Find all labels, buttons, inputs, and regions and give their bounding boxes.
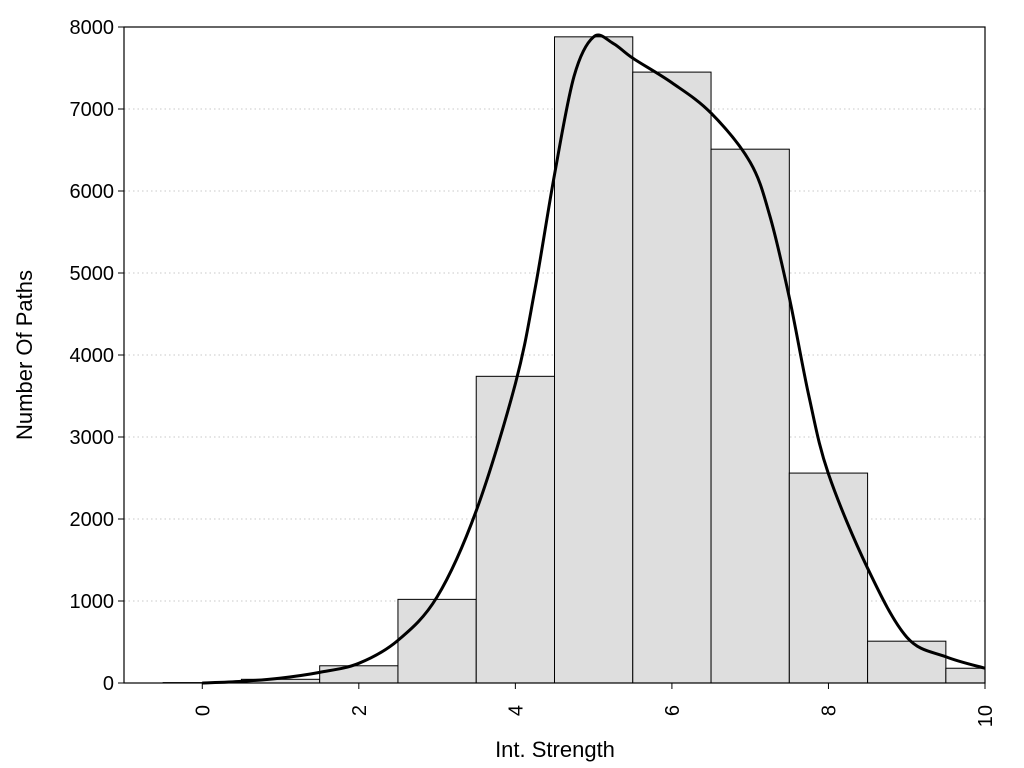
y-tick-label: 7000 <box>70 99 115 121</box>
density-curve-group <box>202 33 986 685</box>
histogram-bar-8 <box>788 472 869 684</box>
histogram-bar-3 <box>397 598 477 684</box>
x-axis-label: Int. Strength <box>495 737 615 762</box>
y-tick-label: 3000 <box>70 427 115 449</box>
histogram-bar-4 <box>475 375 555 684</box>
x-tick-label: 6 <box>662 705 684 716</box>
x-tick-label: 0 <box>192 705 214 716</box>
y-tick-label: 1000 <box>70 591 115 613</box>
y-tick-label: 2000 <box>70 509 115 531</box>
histogram-bar-7 <box>710 148 790 684</box>
axis-ticks: 0 1000 2000 3000 4000 5000 6000 7000 8000 0 2 4 6 8 10 <box>70 17 998 727</box>
y-tick-label: 4000 <box>70 345 115 367</box>
histogram-bar-9 <box>867 640 947 684</box>
histogram-bar-5 <box>554 36 634 684</box>
histogram-bar-10 <box>945 667 986 684</box>
density-curve <box>202 33 986 685</box>
histogram-bar-2 <box>319 665 399 684</box>
x-tick-label: 8 <box>818 705 840 716</box>
x-tick-label: 10 <box>975 705 997 727</box>
y-tick-label: 5000 <box>70 263 115 285</box>
x-tick-label: 2 <box>349 705 371 716</box>
y-tick-label: 0 <box>103 673 114 695</box>
y-axis-label: Number Of Paths <box>12 270 37 440</box>
y-tick-label: 8000 <box>70 17 115 39</box>
x-tick-label: 4 <box>505 705 527 716</box>
histogram-bars <box>162 36 986 684</box>
histogram-bar-6 <box>632 71 712 684</box>
y-tick-label: 6000 <box>70 181 115 203</box>
